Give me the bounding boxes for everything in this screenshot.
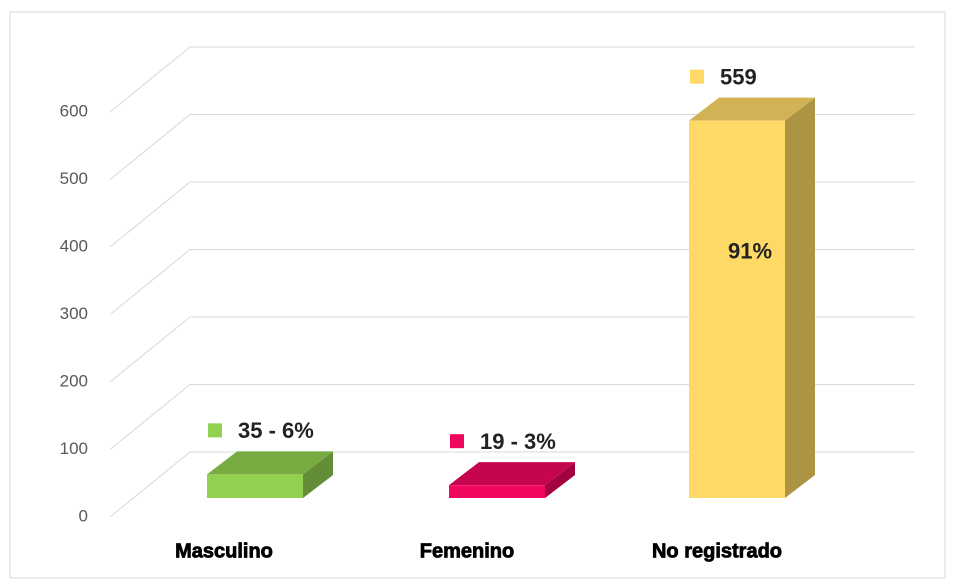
bar-side [785, 97, 815, 499]
grid-line-side [109, 316, 191, 383]
y-tick-label: 600 [60, 101, 88, 120]
grid-line-side [109, 46, 191, 113]
y-tick-label: 100 [60, 439, 88, 458]
annotation: 91% [728, 239, 772, 264]
y-tick-label: 0 [79, 506, 88, 525]
value-label-key [450, 434, 464, 449]
grid-line-side [109, 249, 191, 315]
x-tick-label: No registrado [652, 540, 782, 562]
bar-side [303, 451, 333, 498]
bar [689, 120, 785, 499]
y-tick-label: 500 [60, 169, 88, 188]
bar [449, 485, 545, 498]
y-tick-label: 300 [60, 304, 88, 323]
y-tick-label: 400 [60, 236, 88, 255]
bar-side [545, 462, 575, 498]
grid-line-side [109, 451, 191, 518]
bar-top [689, 97, 815, 121]
value-label-key [690, 69, 704, 84]
value-label: 559 [720, 64, 757, 89]
value-label: 19 - 3% [480, 429, 556, 454]
bar-top [449, 462, 575, 486]
x-tick-label: Masculino [175, 540, 273, 562]
value-label: 35 - 6% [238, 418, 314, 443]
value-label-key [208, 423, 222, 438]
bar [207, 474, 303, 498]
grid-line-side [109, 181, 191, 248]
y-tick-label: 200 [60, 371, 88, 390]
grid-line-side [109, 114, 191, 180]
x-tick-label: Femenino [420, 540, 514, 562]
bar-top [207, 451, 333, 475]
grid-line-side [109, 384, 191, 450]
